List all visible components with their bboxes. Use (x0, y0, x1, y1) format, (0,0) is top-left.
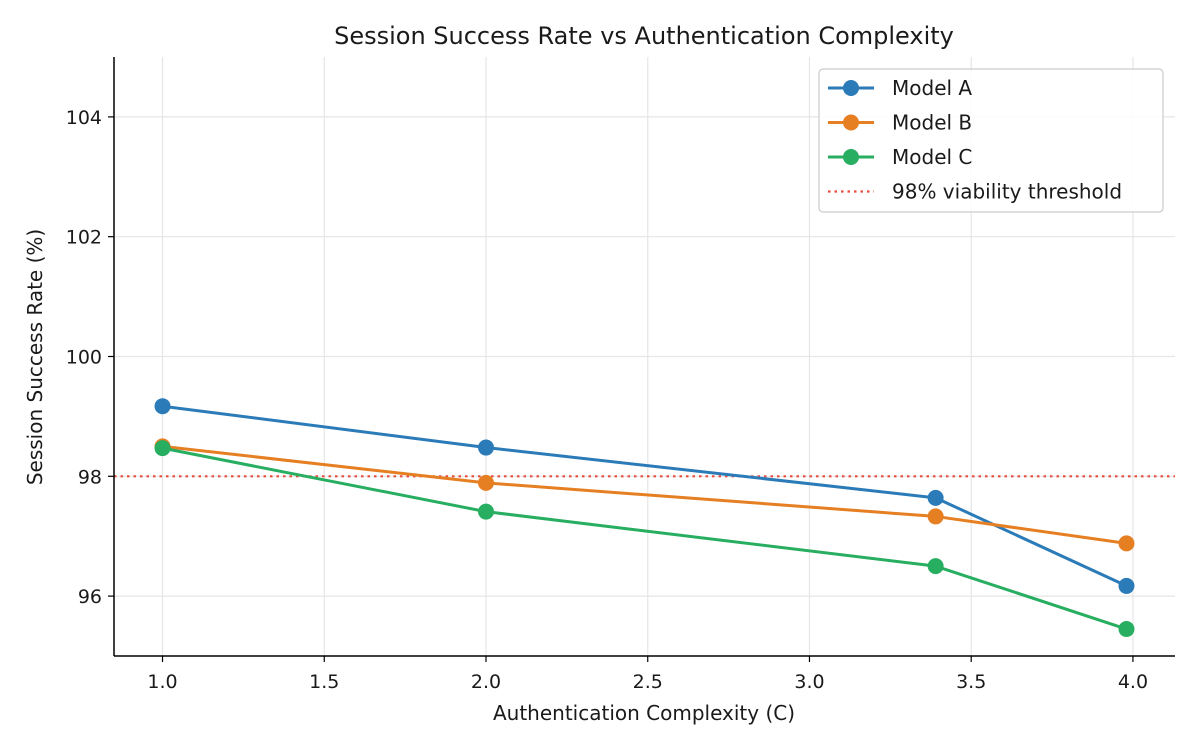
y-tick-label: 98 (78, 466, 102, 488)
legend-marker (843, 114, 859, 131)
data-point (927, 489, 944, 506)
x-tick-label: 2.0 (471, 671, 501, 693)
data-point (1118, 577, 1135, 594)
series-line (162, 444, 1127, 545)
legend-label: Model B (892, 111, 972, 135)
x-tick-label: 1.5 (309, 671, 339, 693)
legend-item: Model C (828, 145, 972, 169)
legend-item: Model B (828, 111, 972, 135)
legend-marker (843, 80, 859, 96)
legend-label: Model C (892, 145, 972, 169)
legend: Model A Model B Model C 98% viability thres… (818, 68, 1164, 213)
x-tick-label: 2.5 (633, 671, 663, 693)
legend-label: Model A (892, 76, 972, 100)
data-point (154, 440, 171, 457)
series-model-a (154, 398, 1135, 594)
tick-labels: 1.0 1.5 2.0 2.5 3.0 3.5 4.0 96 98 100 102 104 (66, 107, 1148, 693)
chart-title: Session Success Rate vs Authentication C… (334, 22, 954, 50)
data-point (154, 398, 171, 415)
data-point (927, 558, 944, 575)
legend-item: 98% viability threshold (828, 180, 1122, 204)
x-tick-label: 4.0 (1118, 671, 1148, 693)
series-model-c (154, 440, 1135, 638)
data-point (927, 508, 944, 525)
series-line (162, 446, 1127, 631)
data-point (1118, 535, 1135, 552)
data-point (477, 474, 494, 491)
series-model-b (154, 438, 1135, 552)
y-tick-label: 104 (66, 107, 102, 129)
legend-label: 98% viability threshold (892, 180, 1122, 204)
axes (108, 57, 1175, 662)
series-layer (154, 398, 1135, 638)
data-point (477, 439, 494, 456)
data-point (477, 503, 494, 520)
x-tick-label: 3.5 (956, 671, 986, 693)
series-line (162, 404, 1128, 588)
data-point (1118, 621, 1135, 638)
legend-frame (818, 68, 1164, 213)
y-tick-label: 102 (66, 227, 102, 249)
x-tick-label: 1.0 (147, 671, 177, 693)
legend-item: Model A (828, 76, 972, 100)
x-tick-label: 3.0 (794, 671, 824, 693)
legend-marker (843, 149, 859, 165)
x-axis-label: Authentication Complexity (C) (493, 701, 795, 725)
y-tick-label: 100 (66, 347, 102, 369)
y-tick-label: 96 (78, 586, 102, 608)
y-axis-label: Session Success Rate (%) (23, 229, 47, 485)
